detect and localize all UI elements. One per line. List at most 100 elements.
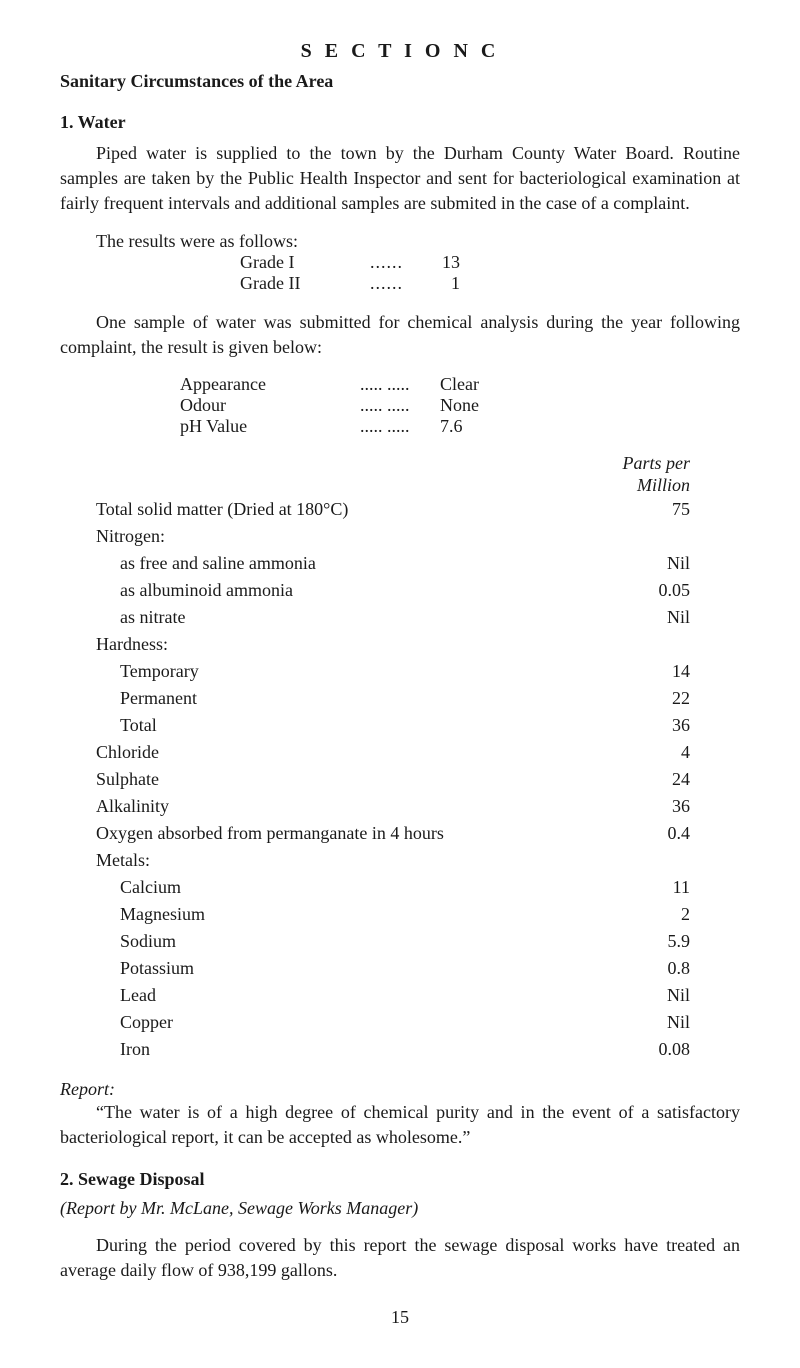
sample-para: One sample of water was submitted for ch…: [60, 310, 740, 360]
measurement-label: Copper: [60, 1009, 610, 1036]
measurement-label: Magnesium: [60, 901, 610, 928]
measurement-value: 5.9: [610, 928, 690, 955]
measurement-row: Temporary14: [60, 658, 740, 685]
measurement-label: Total solid matter (Dried at 180°C): [60, 496, 610, 523]
grade-value: 13: [420, 252, 460, 273]
measurement-row: Alkalinity36: [60, 793, 740, 820]
measurement-row: Iron0.08: [60, 1036, 740, 1063]
measurement-row: Total solid matter (Dried at 180°C)75: [60, 496, 740, 523]
measurement-label: Lead: [60, 982, 610, 1009]
measurement-value: 0.8: [610, 955, 690, 982]
measurement-value: Nil: [610, 1009, 690, 1036]
measurement-value: 0.4: [610, 820, 690, 847]
measurement-label: Temporary: [60, 658, 610, 685]
analysis-label: pH Value: [180, 416, 360, 437]
measurement-row: Potassium0.8: [60, 955, 740, 982]
grade-label: Grade I: [240, 252, 370, 273]
measurement-value: Nil: [610, 604, 690, 631]
grade-label: Grade II: [240, 273, 370, 294]
measurement-row: Calcium11: [60, 874, 740, 901]
grades-list: Grade I ...... 13 Grade II ...... 1: [240, 252, 740, 294]
sewage-subheading: (Report by Mr. McLane, Sewage Works Mana…: [60, 1198, 740, 1219]
measurement-row: Nitrogen:: [60, 523, 740, 550]
grade-row: Grade I ...... 13: [240, 252, 740, 273]
leader-dots: ..... .....: [360, 416, 440, 437]
measurement-label: as albuminoid ammonia: [60, 577, 610, 604]
measurement-value: 75: [610, 496, 690, 523]
ppm-header-line2: Million: [60, 475, 690, 497]
measurement-row: Magnesium2: [60, 901, 740, 928]
measurement-label: Sulphate: [60, 766, 610, 793]
measurement-value: 4: [610, 739, 690, 766]
measurement-label: Alkalinity: [60, 793, 610, 820]
leader-dots: ..... .....: [360, 374, 440, 395]
measurement-label: Sodium: [60, 928, 610, 955]
measurement-value: 24: [610, 766, 690, 793]
analysis-label: Appearance: [180, 374, 360, 395]
analysis-row: pH Value ..... ..... 7.6: [180, 416, 740, 437]
results-intro: The results were as follows:: [60, 231, 740, 252]
measurement-row: Metals:: [60, 847, 740, 874]
grade-value: 1: [420, 273, 460, 294]
ppm-header-line1: Parts per: [60, 453, 690, 475]
analysis-list: Appearance ..... ..... Clear Odour .....…: [180, 374, 740, 437]
analysis-value: 7.6: [440, 416, 520, 437]
measurement-value: 36: [610, 712, 690, 739]
measurement-label: Iron: [60, 1036, 610, 1063]
page-number: 15: [60, 1307, 740, 1328]
measurement-value: 36: [610, 793, 690, 820]
report-para: “The water is of a high degree of chemic…: [60, 1100, 740, 1150]
analysis-label: Odour: [180, 395, 360, 416]
measurement-value: 11: [610, 874, 690, 901]
measurement-value: [610, 847, 690, 874]
leader-dots: ......: [370, 252, 420, 273]
measurement-row: as nitrateNil: [60, 604, 740, 631]
measurement-label: Chloride: [60, 739, 610, 766]
analysis-row: Appearance ..... ..... Clear: [180, 374, 740, 395]
measurement-label: Total: [60, 712, 610, 739]
measurement-row: Hardness:: [60, 631, 740, 658]
measurement-value: [610, 523, 690, 550]
measurement-row: as free and saline ammoniaNil: [60, 550, 740, 577]
measurement-label: Permanent: [60, 685, 610, 712]
measurement-row: Chloride4: [60, 739, 740, 766]
measurement-row: Permanent22: [60, 685, 740, 712]
measurement-label: Potassium: [60, 955, 610, 982]
water-intro-para: Piped water is supplied to the town by t…: [60, 141, 740, 217]
sewage-heading: 2. Sewage Disposal: [60, 1169, 740, 1190]
analysis-value: Clear: [440, 374, 520, 395]
measurement-value: 2: [610, 901, 690, 928]
measurement-value: 22: [610, 685, 690, 712]
measurement-row: Sodium5.9: [60, 928, 740, 955]
measurement-row: Total36: [60, 712, 740, 739]
report-heading: Report:: [60, 1079, 740, 1100]
measurement-value: 14: [610, 658, 690, 685]
grade-row: Grade II ...... 1: [240, 273, 740, 294]
measurement-label: as free and saline ammonia: [60, 550, 610, 577]
analysis-value: None: [440, 395, 520, 416]
water-heading: 1. Water: [60, 112, 740, 133]
measurement-label: Oxygen absorbed from permanganate in 4 h…: [60, 820, 610, 847]
measurement-value: [610, 631, 690, 658]
measurement-value: 0.08: [610, 1036, 690, 1063]
measurements-table: Total solid matter (Dried at 180°C)75Nit…: [60, 496, 740, 1063]
measurement-row: CopperNil: [60, 1009, 740, 1036]
measurement-label: Calcium: [60, 874, 610, 901]
measurement-row: LeadNil: [60, 982, 740, 1009]
analysis-row: Odour ..... ..... None: [180, 395, 740, 416]
measurement-label: as nitrate: [60, 604, 610, 631]
measurement-label: Hardness:: [60, 631, 610, 658]
measurement-value: Nil: [610, 550, 690, 577]
leader-dots: ..... .....: [360, 395, 440, 416]
measurement-label: Metals:: [60, 847, 610, 874]
measurement-row: Sulphate24: [60, 766, 740, 793]
section-title: S E C T I O N C: [60, 40, 740, 63]
measurement-label: Nitrogen:: [60, 523, 610, 550]
measurement-value: Nil: [610, 982, 690, 1009]
sewage-para: During the period covered by this report…: [60, 1233, 740, 1283]
section-subtitle: Sanitary Circumstances of the Area: [60, 71, 740, 92]
measurement-row: as albuminoid ammonia0.05: [60, 577, 740, 604]
leader-dots: ......: [370, 273, 420, 294]
measurement-row: Oxygen absorbed from permanganate in 4 h…: [60, 820, 740, 847]
measurement-value: 0.05: [610, 577, 690, 604]
